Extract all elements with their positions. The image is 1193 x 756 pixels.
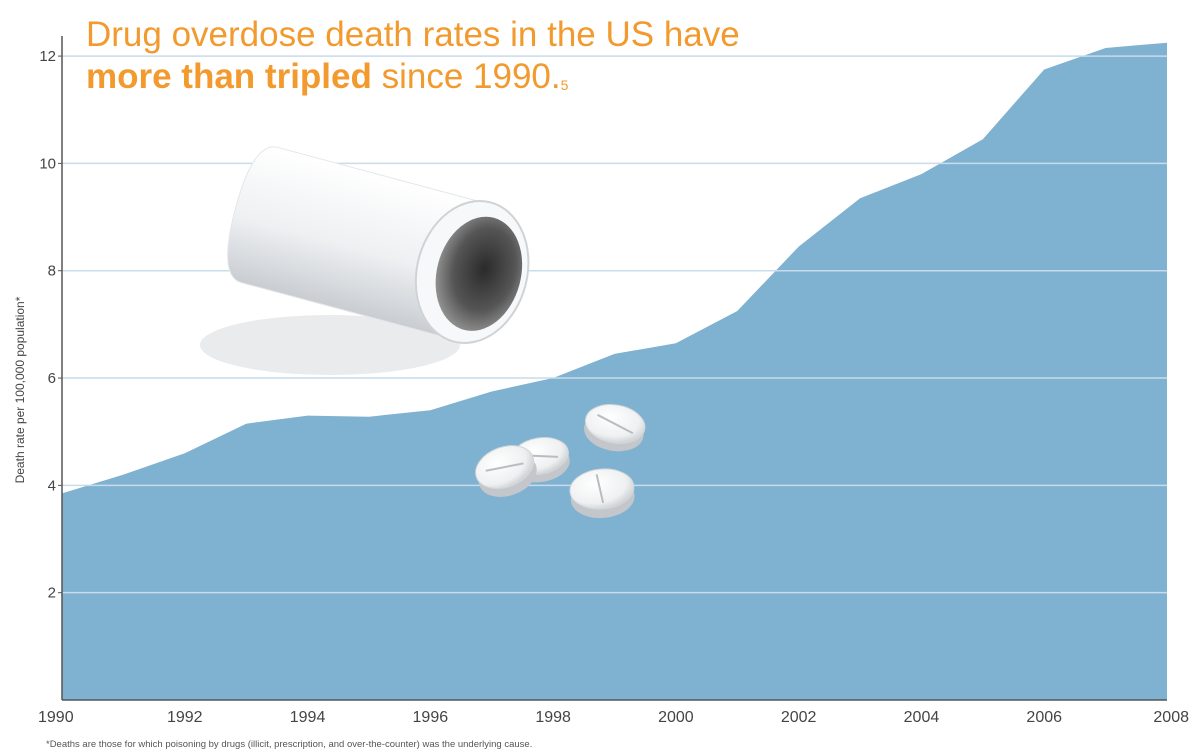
y-tick-label: 12 (39, 48, 56, 65)
y-tick-label: 6 (48, 370, 56, 387)
x-tick-label: 1998 (535, 709, 571, 726)
x-tick-label: 2008 (1153, 709, 1189, 726)
pill-bottle-icon (200, 146, 530, 375)
x-tick-label: 1990 (38, 709, 74, 726)
x-tick-label: 2000 (658, 709, 694, 726)
title-rest: since 1990. (371, 57, 561, 96)
x-tick-label: 2004 (904, 709, 940, 726)
x-tick-label: 2002 (781, 709, 817, 726)
y-tick-label: 8 (48, 263, 56, 280)
chart-title: Drug overdose death rates in the US have… (86, 14, 740, 98)
y-tick-label: 2 (48, 585, 56, 602)
y-tick-labels: 2 4 6 8 10 12 (39, 48, 62, 602)
x-tick-label: 1992 (167, 709, 203, 726)
title-line-1: Drug overdose death rates in the US have (86, 15, 740, 54)
footnote: *Deaths are those for which poisoning by… (46, 739, 533, 750)
x-tick-label: 1996 (413, 709, 449, 726)
death-rate-area (62, 42, 1167, 700)
x-tick-label: 2006 (1026, 709, 1062, 726)
y-tick-label: 4 (48, 477, 56, 494)
title-line-2: more than tripled since 1990.5 (86, 56, 740, 98)
y-tick-label: 10 (39, 155, 56, 172)
x-tick-label: 1994 (290, 709, 326, 726)
title-footnote-ref: 5 (560, 77, 569, 93)
axes (61, 36, 1167, 701)
pills-icon (475, 404, 646, 519)
y-axis-label: Death rate per 100,000 population* (13, 296, 27, 483)
x-tick-labels: 1990 1992 1994 1996 1998 2000 2002 2004 2006 2008 (38, 709, 1189, 726)
title-emphasis: more than tripled (86, 57, 372, 96)
